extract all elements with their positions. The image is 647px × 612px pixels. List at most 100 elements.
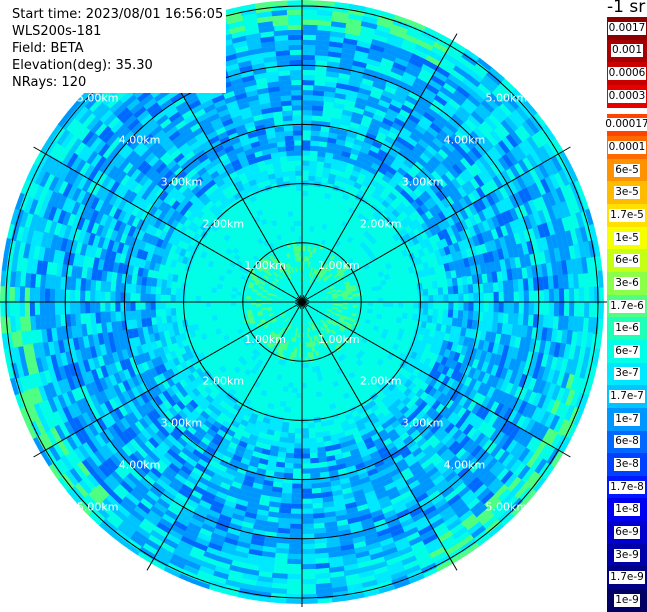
beta-cell <box>444 102 459 115</box>
beta-cell <box>122 188 134 202</box>
beta-cell <box>330 311 337 315</box>
colorbar-tick-label: 0.00017 <box>604 118 647 132</box>
beta-cell <box>291 483 302 489</box>
beta-cell <box>101 353 110 366</box>
beta-cell <box>139 258 147 269</box>
beta-cell <box>136 248 144 259</box>
beta-cell <box>450 93 465 107</box>
beta-cell <box>424 375 434 385</box>
beta-cell <box>532 211 543 227</box>
beta-cell <box>451 317 458 328</box>
beta-cell <box>332 494 344 502</box>
range-ring-label: 1.00km <box>244 333 286 346</box>
beta-cell <box>537 379 547 396</box>
beta-cell <box>580 257 588 274</box>
beta-cell <box>256 436 266 444</box>
beta-cell <box>1 331 9 350</box>
beta-cell <box>395 113 409 124</box>
beta-cell <box>341 266 348 273</box>
beta-cell <box>126 425 138 439</box>
beta-cell <box>429 410 440 421</box>
beta-cell <box>508 396 519 411</box>
beta-cell <box>172 548 190 560</box>
beta-cell <box>176 436 188 448</box>
beta-cell <box>85 455 99 471</box>
beta-cell <box>179 206 189 216</box>
beta-cell <box>298 352 302 358</box>
beta-cell <box>192 541 208 552</box>
beta-cell <box>91 268 98 281</box>
beta-cell <box>375 412 386 421</box>
beta-cell <box>260 422 270 429</box>
beta-cell <box>511 411 523 427</box>
beta-cell <box>100 365 109 378</box>
beta-cell <box>135 309 142 320</box>
beta-cell <box>103 399 115 413</box>
beta-cell <box>376 104 389 114</box>
beta-cell <box>452 351 461 363</box>
beta-cell <box>247 131 259 139</box>
beta-cell <box>278 441 288 448</box>
beta-cell <box>52 207 63 223</box>
beta-cell <box>32 342 41 359</box>
beta-cell <box>149 466 163 479</box>
beta-cell <box>337 129 349 137</box>
beta-cell <box>435 66 452 79</box>
beta-cell <box>200 183 211 194</box>
beta-cell <box>408 221 417 231</box>
beta-cell <box>312 324 316 331</box>
beta-cell <box>94 504 110 520</box>
beta-cell <box>276 347 282 354</box>
beta-cell <box>187 154 199 165</box>
beta-cell <box>135 481 150 495</box>
beta-cell <box>417 248 425 258</box>
beta-cell <box>363 420 373 429</box>
beta-cell <box>163 169 174 181</box>
beta-cell <box>565 329 573 346</box>
beta-cell <box>310 467 320 474</box>
beta-cell <box>407 266 415 274</box>
beta-cell <box>327 178 336 185</box>
beta-cell <box>153 384 163 396</box>
beta-cell <box>63 224 72 240</box>
beta-cell <box>272 280 278 286</box>
beta-cell <box>274 172 283 179</box>
beta-cell <box>327 51 343 58</box>
beta-cell <box>308 165 317 172</box>
beta-cell <box>516 465 531 481</box>
beta-cell <box>426 244 435 254</box>
beta-cell <box>392 343 400 351</box>
beta-cell <box>423 357 432 367</box>
beta-cell <box>346 291 353 295</box>
beta-cell <box>93 449 106 464</box>
beta-cell <box>365 154 376 163</box>
beta-cell <box>344 28 361 36</box>
beta-cell <box>113 139 127 153</box>
beta-cell <box>348 521 363 530</box>
beta-cell <box>72 172 85 188</box>
beta-cell <box>372 113 385 123</box>
beta-cell <box>477 210 487 223</box>
beta-cell <box>199 560 217 571</box>
beta-cell <box>256 209 264 217</box>
beta-cell <box>495 213 505 227</box>
beta-cell <box>283 462 294 469</box>
colorbar-cell: 0.0003 <box>607 84 647 108</box>
beta-cell <box>175 544 192 556</box>
beta-cell <box>98 125 112 141</box>
range-ring-label: 1.00km <box>318 333 360 346</box>
beta-cell <box>80 204 91 219</box>
beta-cell <box>242 573 259 581</box>
beta-cell <box>320 319 325 324</box>
beta-cell <box>127 328 135 339</box>
beta-cell <box>345 136 356 144</box>
beta-cell <box>60 454 74 471</box>
beta-cell <box>404 67 420 78</box>
beta-cell <box>236 291 242 296</box>
colorbar-tick-label: 3e-5 <box>614 186 640 200</box>
beta-cell <box>98 430 111 445</box>
beta-cell <box>480 491 495 506</box>
beta-cell <box>310 130 321 137</box>
beta-cell <box>400 555 417 566</box>
beta-cell <box>250 354 258 362</box>
